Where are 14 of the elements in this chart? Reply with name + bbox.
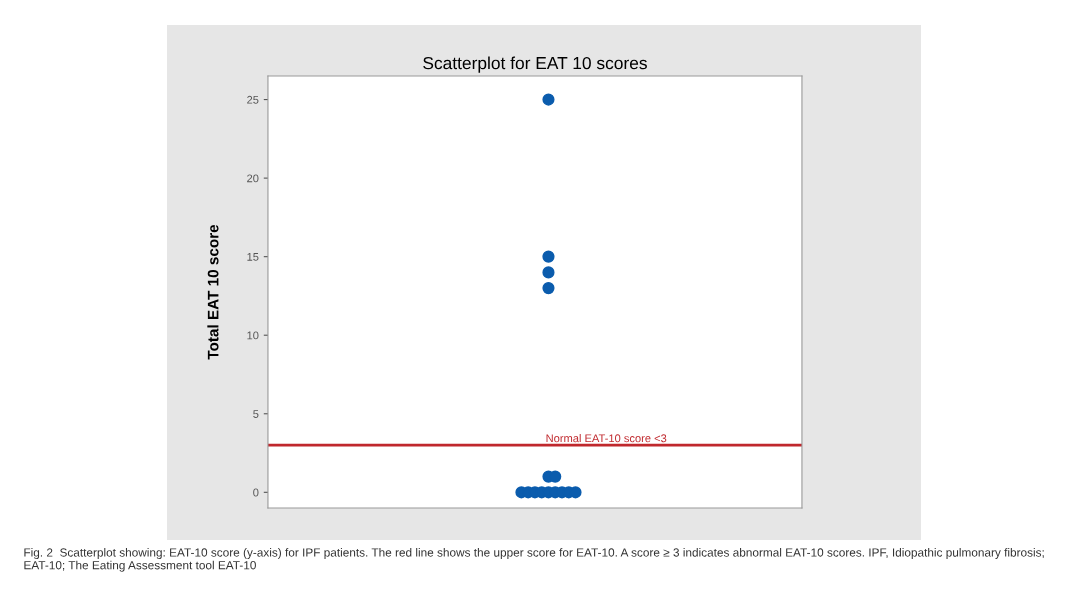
y-tick-label: 25 <box>247 95 259 104</box>
chart-title: Scatterplot for EAT 10 scores <box>423 56 647 73</box>
point <box>542 266 555 279</box>
point <box>542 93 555 106</box>
ref-line-label: Normal EAT-10 score <3 <box>546 434 667 443</box>
point <box>542 250 555 263</box>
y-tick-label: 0 <box>253 488 259 497</box>
caption: Fig. 2 Scatterplot showing: EAT-10 score (y-axis) for IPF patients. The red line shows the upper score for EAT-10. A score ≥ 3 indicates abnormal EAT-10 scores. IPF, Idiopathic pulmonary fibrosis; EAT-10; The Eating Assessment tool EAT-10 <box>24 548 1044 572</box>
y-tick-label: 5 <box>253 410 259 418</box>
point <box>542 282 555 295</box>
y-tick-label: 20 <box>247 174 259 183</box>
y-axis-title: Total EAT 10 score <box>207 224 219 360</box>
y-tick-label: 15 <box>247 253 259 261</box>
y-tick-label: 10 <box>247 331 259 340</box>
